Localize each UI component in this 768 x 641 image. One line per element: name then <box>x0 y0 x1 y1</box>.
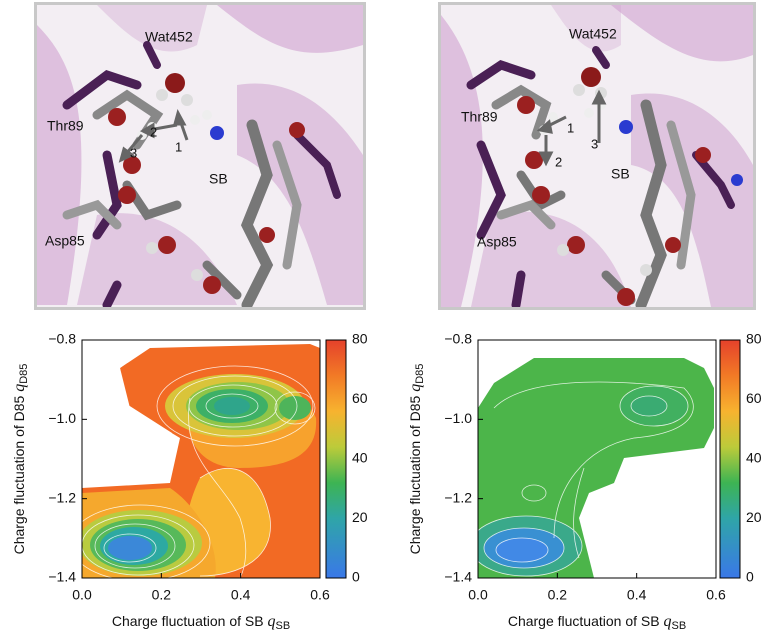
x-tick-label: 0.2 <box>548 587 568 603</box>
y-tick-label: −0.8 <box>48 331 76 347</box>
label-water: Wat452 <box>145 29 193 45</box>
label-thr89: Thr89 <box>47 118 84 134</box>
x-tick-label: 0.0 <box>72 587 92 603</box>
molecular-view-left: Wat452 Thr89 SB Asp85 1 2 3 <box>34 2 366 310</box>
colorbar-tick-label: 0 <box>352 569 360 585</box>
label-asp85: Asp85 <box>477 234 517 250</box>
y-tick-label: −1.4 <box>444 569 472 585</box>
colorbar <box>325 339 347 579</box>
colorbar-tick-label: 80 <box>746 331 762 347</box>
y-axis-label: Charge fluctuation of D85 qD85 <box>407 364 426 555</box>
plot-frame <box>477 339 717 579</box>
molecule-scene-right: Wat452 Thr89 SB Asp85 1 2 3 <box>441 5 753 307</box>
y-tick-label: −1.0 <box>444 410 472 426</box>
x-tick-label: 0.4 <box>627 587 647 603</box>
x-tick-label: 0.6 <box>706 587 726 603</box>
colorbar-tick-label: 40 <box>352 450 368 466</box>
colorbar-tick-label: 0 <box>746 569 754 585</box>
y-tick-label: −0.8 <box>444 331 472 347</box>
label-arrow-3: 3 <box>130 145 137 160</box>
label-water: Wat452 <box>569 26 617 42</box>
colorbar-tick-label: 60 <box>746 390 762 406</box>
colorbar-tick-label: 20 <box>352 509 368 525</box>
plot-frame <box>81 339 321 579</box>
y-tick-label: −1.2 <box>48 489 76 505</box>
colorbar <box>719 339 741 579</box>
x-axis-label: Charge fluctuation of SB qSB <box>508 613 686 632</box>
x-tick-label: 0.6 <box>310 587 330 603</box>
molecule-scene-left: Wat452 Thr89 SB Asp85 1 2 3 <box>37 5 363 307</box>
label-arrow-2: 2 <box>555 154 562 169</box>
colorbar-tick-label: 40 <box>746 450 762 466</box>
label-arrow-1: 1 <box>175 139 182 154</box>
heatmap-left: 0.0 0.2 0.4 0.6 −1.4 −1.2 −1.0 −0.8 0 20 40 60 80 Cha… <box>11 331 368 632</box>
label-thr89: Thr89 <box>461 109 498 125</box>
x-tick-label: 0.0 <box>468 587 488 603</box>
heatmap-right: 0.0 0.2 0.4 0.6 −1.4 −1.2 −1.0 −0.8 0 20 40 60 80 Cha… <box>407 331 762 632</box>
x-tick-label: 0.4 <box>231 587 251 603</box>
y-tick-label: −1.4 <box>48 569 76 585</box>
y-tick-label: −1.2 <box>444 489 472 505</box>
molecular-view-right: Wat452 Thr89 SB Asp85 1 2 3 <box>438 2 756 310</box>
colorbar-tick-label: 60 <box>352 390 368 406</box>
label-arrow-3: 3 <box>591 136 598 151</box>
colorbar-tick-label: 80 <box>352 331 368 347</box>
y-tick-label: −1.0 <box>48 410 76 426</box>
colorbar-tick-label: 20 <box>746 509 762 525</box>
plot-area <box>82 340 320 578</box>
plot-area <box>478 340 716 578</box>
x-axis-label: Charge fluctuation of SB qSB <box>112 613 290 632</box>
y-axis-label: Charge fluctuation of D85 qD85 <box>11 364 30 555</box>
label-arrow-2: 2 <box>150 124 157 139</box>
label-arrow-1: 1 <box>567 120 574 135</box>
label-sb: SB <box>209 171 228 187</box>
x-tick-label: 0.2 <box>152 587 172 603</box>
label-sb: SB <box>611 166 630 182</box>
label-asp85: Asp85 <box>45 233 85 249</box>
